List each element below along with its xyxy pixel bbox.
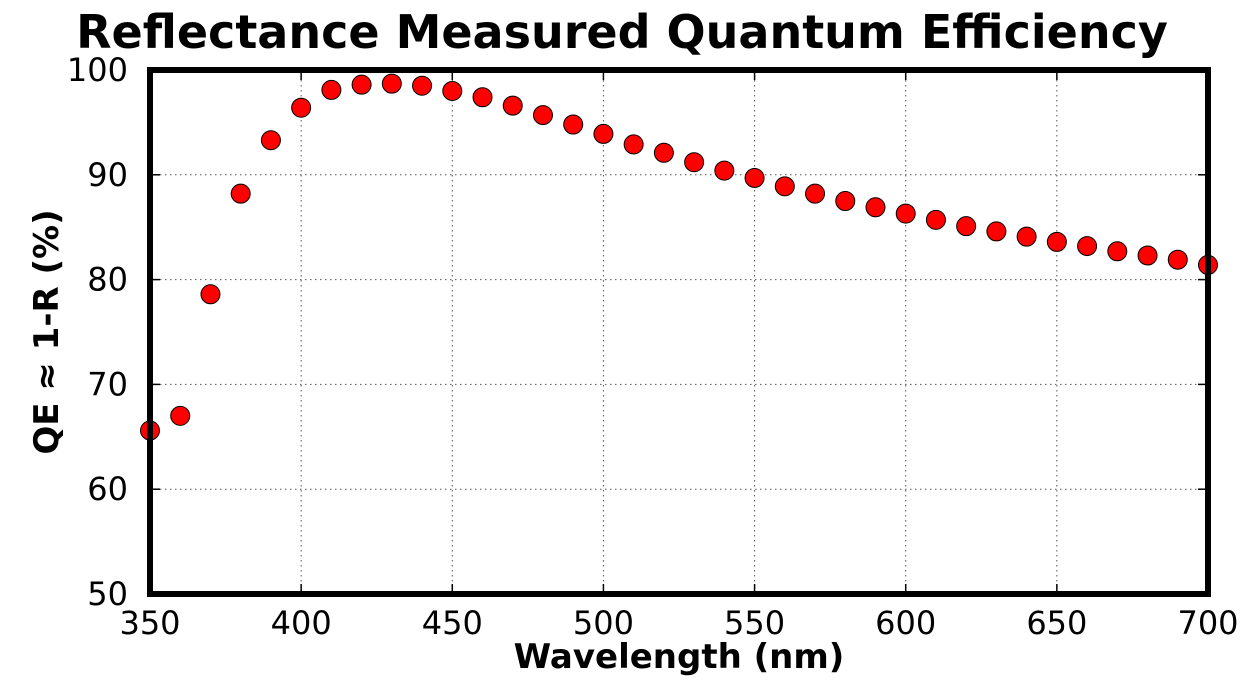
x-tick-label: 650 [1026, 604, 1087, 642]
y-tick-label: 70 [87, 365, 128, 403]
data-point [291, 97, 312, 118]
data-point [170, 405, 191, 426]
x-tick-label: 700 [1177, 604, 1238, 642]
data-point [1137, 245, 1158, 266]
data-point [956, 216, 977, 237]
data-point [925, 209, 946, 230]
y-tick-label: 100 [67, 51, 128, 89]
y-tick-label: 80 [87, 261, 128, 299]
data-point [321, 79, 342, 100]
data-point [1016, 226, 1037, 247]
x-tick-label: 400 [271, 604, 332, 642]
data-point [351, 74, 372, 95]
data-point [805, 183, 826, 204]
chart-title: Reflectance Measured Quantum Efficiency [76, 5, 1168, 59]
data-point [1167, 249, 1188, 270]
y-tick-label: 60 [87, 470, 128, 508]
y-axis-label: QE ≈ 1-R (%) [27, 209, 67, 454]
data-point [1077, 236, 1098, 257]
x-tick-label: 550 [724, 604, 785, 642]
data-point [1107, 241, 1128, 262]
data-point [532, 105, 553, 126]
data-point [412, 75, 433, 96]
data-point [563, 114, 584, 135]
data-point [381, 73, 402, 94]
data-point [865, 197, 886, 218]
x-tick-label: 350 [119, 604, 180, 642]
y-tick-label: 90 [87, 156, 128, 194]
data-point [653, 142, 674, 163]
x-tick-label: 600 [875, 604, 936, 642]
grid-lines [150, 70, 1208, 594]
data-point [1046, 231, 1067, 252]
data-point [684, 152, 705, 173]
data-point [502, 95, 523, 116]
data-point [623, 134, 644, 155]
data-point [593, 123, 614, 144]
data-point [835, 191, 856, 211]
axis-ticks: 350 400 450 500 550 600 650 700 50 60 70 80 90 100 [67, 51, 1239, 642]
x-tick-label: 500 [573, 604, 634, 642]
data-point [986, 221, 1007, 242]
data-point [744, 167, 765, 188]
x-axis-label: Wavelength (nm) [514, 637, 845, 677]
y-tick-label: 50 [87, 575, 128, 613]
data-point [200, 284, 221, 305]
data-point [714, 160, 735, 181]
data-point [472, 87, 493, 108]
plot-frame [147, 67, 1211, 597]
data-point [774, 176, 795, 197]
data-points [140, 73, 1218, 441]
data-point [260, 130, 281, 151]
data-point [230, 183, 251, 204]
x-tick-label: 450 [422, 604, 483, 642]
data-point [442, 80, 463, 101]
data-point [895, 203, 916, 224]
